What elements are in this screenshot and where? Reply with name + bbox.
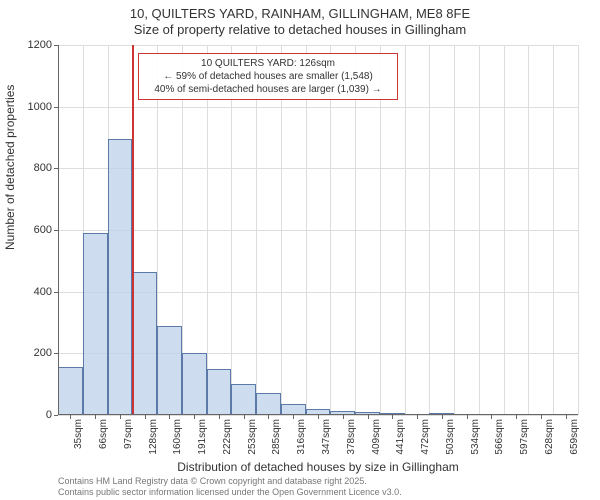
gridline-v [380,45,381,415]
x-tick-mark [95,415,96,419]
footer: Contains HM Land Registry data © Crown c… [58,476,402,498]
x-tick-mark [541,415,542,419]
x-tick-label: 222sqm [222,419,233,455]
x-tick-label: 566sqm [494,419,505,455]
x-tick-mark [392,415,393,419]
gridline-v [578,45,579,415]
gridline-h [58,230,578,231]
x-tick-label: 409sqm [371,419,382,455]
x-tick-mark [120,415,121,419]
x-tick-label: 35sqm [73,419,84,449]
footer-line1: Contains HM Land Registry data © Crown c… [58,476,402,487]
x-tick-mark [194,415,195,419]
x-tick-mark [70,415,71,419]
x-tick-label: 191sqm [197,419,208,455]
x-tick-mark [293,415,294,419]
annotation-line3: 40% of semi-detached houses are larger (… [145,83,391,96]
x-tick-mark [343,415,344,419]
annotation-line1: 10 QUILTERS YARD: 126sqm [145,57,391,70]
histogram-bar [207,369,232,415]
y-tick-label: 1200 [28,39,52,51]
chart-root: 10, QUILTERS YARD, RAINHAM, GILLINGHAM, … [0,0,600,500]
histogram-bar [108,139,133,415]
gridline-v [528,45,529,415]
gridline-v [306,45,307,415]
x-tick-label: 66sqm [98,419,109,449]
y-axis-label: Number of detached properties [3,85,17,250]
gridline-v [504,45,505,415]
plot-inner: 02004006008001000120035sqm66sqm97sqm128s… [58,45,578,415]
x-tick-label: 472sqm [420,419,431,455]
y-tick-label: 200 [34,347,52,359]
x-tick-label: 97sqm [123,419,134,449]
x-tick-label: 378sqm [346,419,357,455]
plot-area: 02004006008001000120035sqm66sqm97sqm128s… [58,45,578,415]
x-tick-label: 128sqm [148,419,159,455]
gridline-v [355,45,356,415]
marker-line [132,45,134,415]
x-tick-label: 597sqm [519,419,530,455]
x-tick-mark [145,415,146,419]
x-tick-label: 253sqm [247,419,258,455]
x-tick-mark [467,415,468,419]
x-tick-mark [268,415,269,419]
x-axis-label: Distribution of detached houses by size … [58,460,578,474]
x-tick-label: 347sqm [321,419,332,455]
annotation-box: 10 QUILTERS YARD: 126sqm← 59% of detache… [138,53,398,100]
x-tick-mark [244,415,245,419]
axis-line-bottom [58,414,578,415]
footer-line2: Contains public sector information licen… [58,487,402,498]
y-tick-label: 0 [46,409,52,421]
histogram-bar [132,272,157,415]
x-tick-label: 503sqm [445,419,456,455]
x-tick-label: 441sqm [395,419,406,455]
axis-line-left [58,45,59,415]
x-tick-label: 285sqm [271,419,282,455]
gridline-v [231,45,232,415]
title-line2: Size of property relative to detached ho… [0,22,600,38]
x-tick-label: 160sqm [172,419,183,455]
x-tick-mark [491,415,492,419]
histogram-bar [231,384,256,415]
histogram-bar [182,353,207,415]
histogram-bar [256,393,281,415]
gridline-v [479,45,480,415]
x-tick-mark [566,415,567,419]
gridline-h [58,107,578,108]
x-tick-mark [516,415,517,419]
title-line1: 10, QUILTERS YARD, RAINHAM, GILLINGHAM, … [0,6,600,22]
gridline-v [454,45,455,415]
gridline-v [429,45,430,415]
annotation-line2: ← 59% of detached houses are smaller (1,… [145,70,391,83]
title-area: 10, QUILTERS YARD, RAINHAM, GILLINGHAM, … [0,0,600,39]
gridline-h [58,168,578,169]
x-tick-mark [318,415,319,419]
x-tick-mark [219,415,220,419]
gridline-v [330,45,331,415]
gridline-v [553,45,554,415]
y-tick-mark [54,415,58,416]
x-tick-label: 659sqm [569,419,580,455]
y-tick-label: 400 [34,286,52,298]
gridline-v [405,45,406,415]
x-tick-mark [417,415,418,419]
histogram-bar [83,233,108,415]
gridline-v [207,45,208,415]
gridline-v [281,45,282,415]
x-tick-mark [368,415,369,419]
x-tick-mark [169,415,170,419]
x-tick-label: 628sqm [544,419,555,455]
y-tick-label: 600 [34,224,52,236]
histogram-bar [157,326,182,415]
gridline-h [58,45,578,46]
y-tick-label: 800 [34,162,52,174]
gridline-v [256,45,257,415]
x-tick-label: 534sqm [470,419,481,455]
x-tick-label: 316sqm [296,419,307,455]
histogram-bar [58,367,83,415]
y-tick-label: 1000 [28,101,52,113]
x-tick-mark [442,415,443,419]
